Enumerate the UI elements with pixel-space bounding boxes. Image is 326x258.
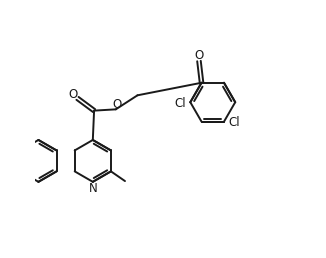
- Text: O: O: [194, 49, 204, 62]
- Text: O: O: [68, 88, 78, 101]
- Text: Cl: Cl: [175, 97, 186, 110]
- Text: N: N: [88, 182, 97, 196]
- Text: O: O: [112, 98, 122, 111]
- Text: Cl: Cl: [228, 116, 240, 130]
